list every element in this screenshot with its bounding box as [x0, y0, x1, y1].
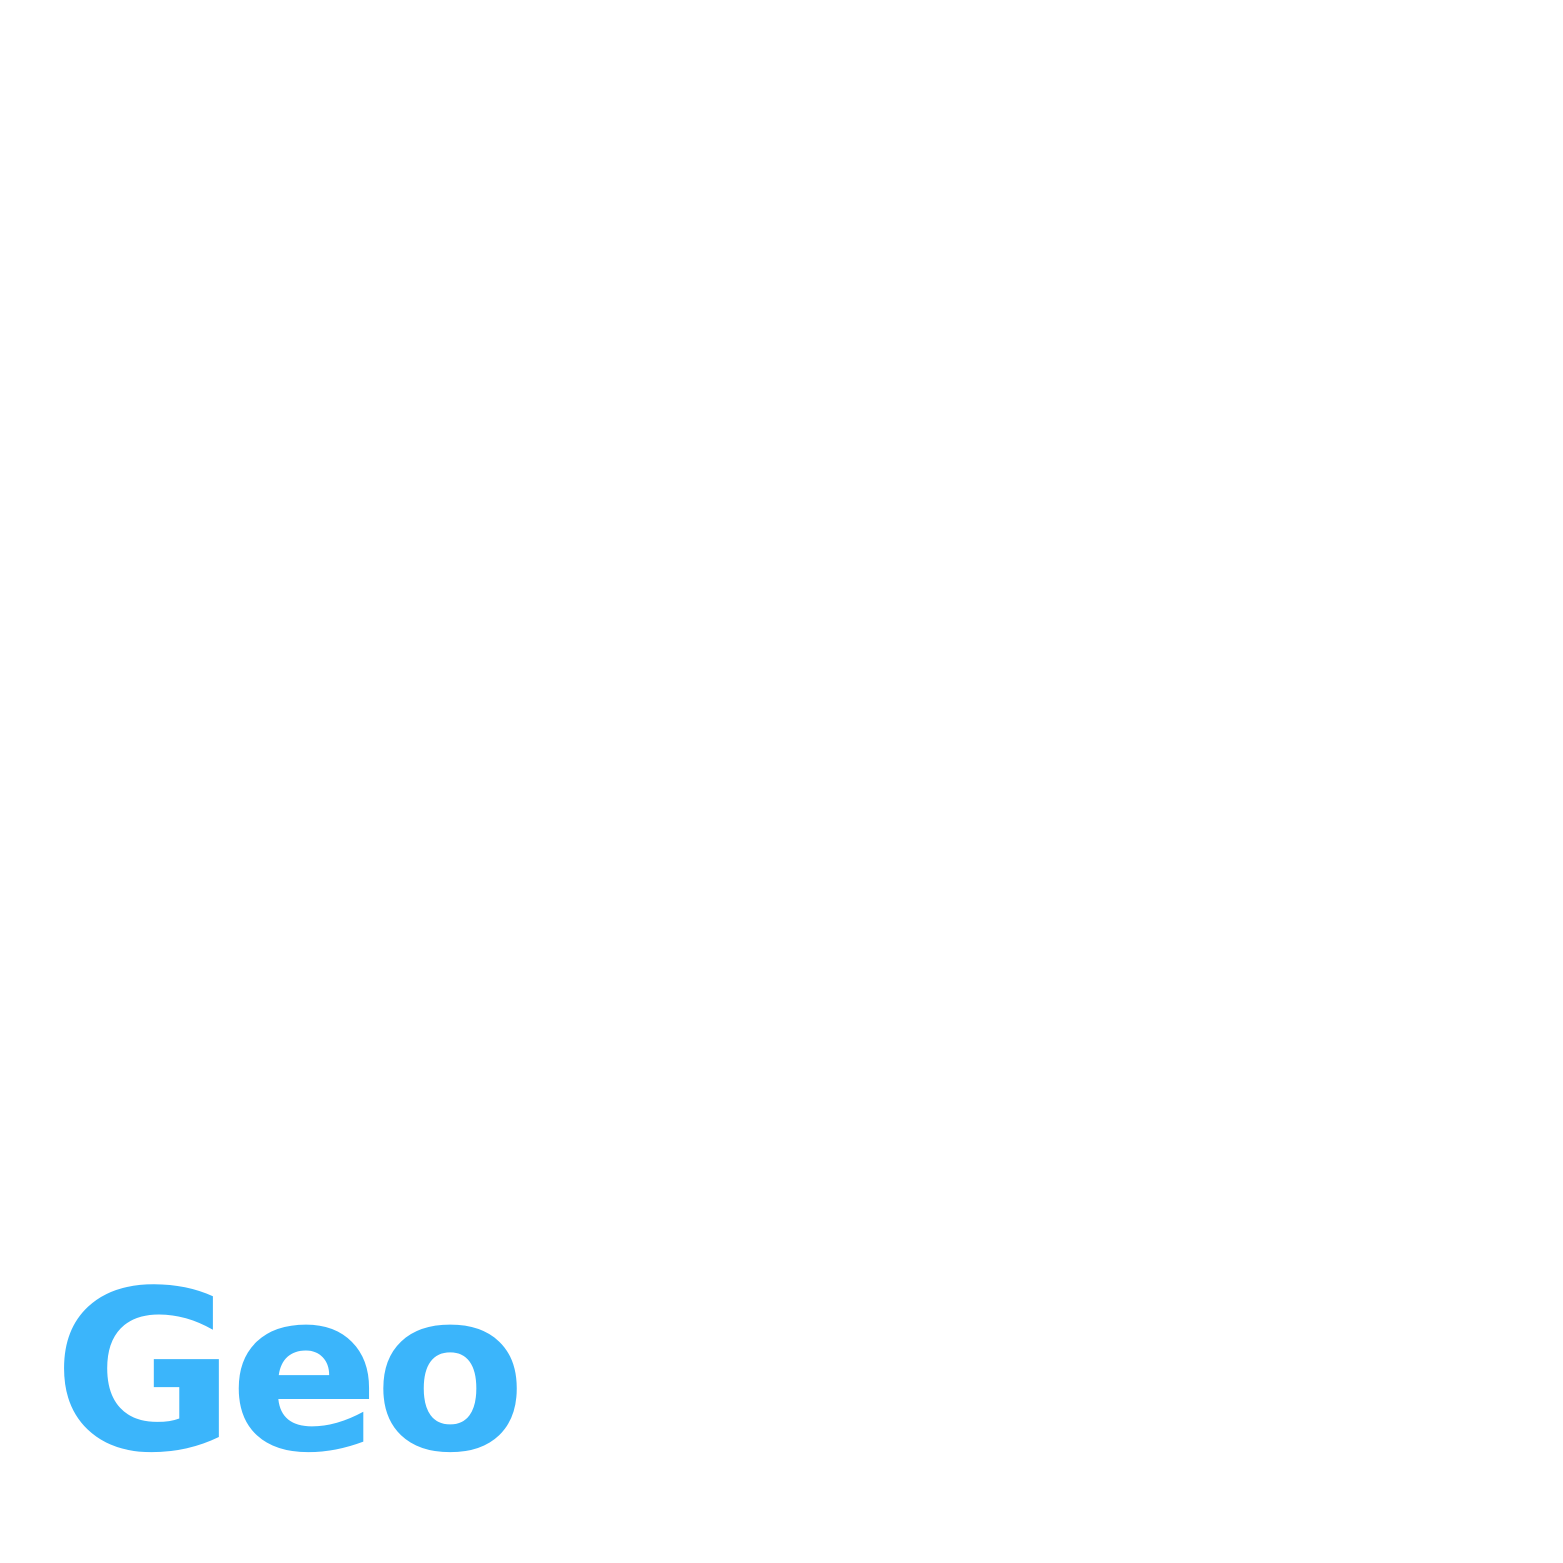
geo-logo-text: Geo: [53, 1244, 526, 1502]
